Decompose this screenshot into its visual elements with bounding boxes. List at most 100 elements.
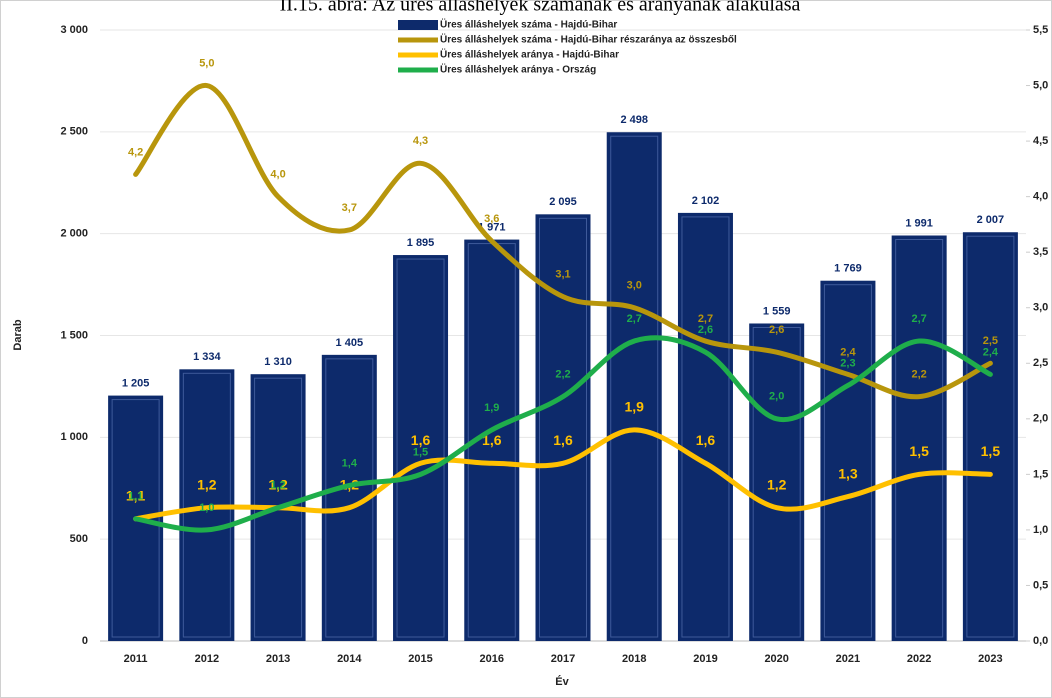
x-tick-label: 2021 xyxy=(836,653,860,665)
y-tick-label: 500 xyxy=(70,533,88,545)
x-tick-label: 2018 xyxy=(622,653,646,665)
y2-tick-label: 5,0 xyxy=(1033,79,1048,91)
bar xyxy=(393,255,449,641)
y-tick-label: 1 500 xyxy=(60,329,88,341)
bar xyxy=(606,132,662,641)
y2-tick-label: 2,0 xyxy=(1033,413,1048,425)
x-tick-label: 2023 xyxy=(978,653,1002,665)
y-tick-label: 0 xyxy=(82,635,88,647)
x-tick-label: 2017 xyxy=(551,653,575,665)
legend-label: Üres álláshelyek száma - Hajdú-Bihar xyxy=(440,18,617,31)
bar-value-label: 1 895 xyxy=(407,237,435,249)
y2-tick-label: 0,0 xyxy=(1033,635,1048,647)
legend-label: Üres álláshelyek aránya - Hajdú-Bihar xyxy=(440,48,619,61)
line-value-label: 2,6 xyxy=(698,324,713,336)
y2-tick-label: 4,5 xyxy=(1033,135,1048,147)
line-value-label: 2,4 xyxy=(983,346,999,358)
y2-tick-label: 0,5 xyxy=(1033,579,1048,591)
line xyxy=(133,83,993,400)
line-value-label: 1,4 xyxy=(342,457,358,469)
y-tick-label: 1 000 xyxy=(60,431,88,443)
legend-swatch xyxy=(398,20,438,30)
y2-tick-label: 5,5 xyxy=(1033,24,1048,36)
line-value-label: 2,0 xyxy=(769,391,784,403)
line-value-label: 3,7 xyxy=(342,202,357,214)
line-value-label: 1,1 xyxy=(128,491,143,503)
bar-value-label: 1 205 xyxy=(122,377,150,389)
y2-tick-label: 2,5 xyxy=(1033,357,1048,369)
x-tick-label: 2022 xyxy=(907,653,931,665)
line-value-label: 1,2 xyxy=(270,480,285,492)
legend-label: Üres álláshelyek száma - Hajdú-Bihar rés… xyxy=(440,33,737,46)
y-axis-label: Darab xyxy=(12,319,24,350)
bar-value-label: 2 102 xyxy=(692,195,720,207)
bar-value-label: 2 095 xyxy=(549,196,577,208)
y2-tick-label: 1,0 xyxy=(1033,524,1048,536)
x-tick-label: 2012 xyxy=(195,653,219,665)
line-value-label: 2,5 xyxy=(983,335,998,347)
bar-value-label: 1 769 xyxy=(834,263,862,275)
y2-tick-label: 1,5 xyxy=(1033,468,1048,480)
bar-inner xyxy=(966,235,1015,638)
line-value-label: 2,6 xyxy=(769,324,784,336)
bar xyxy=(677,212,733,641)
bar-inner xyxy=(752,326,801,638)
line-value-label: 1,5 xyxy=(909,443,929,459)
bar xyxy=(962,232,1018,641)
bar-value-label: 1 310 xyxy=(264,356,292,368)
chart-title: II.15. ábra: Az üres álláshelyek számána… xyxy=(280,0,801,16)
bar-value-label: 1 405 xyxy=(336,337,364,349)
line-value-label: 2,2 xyxy=(555,369,570,381)
bar-inner xyxy=(111,399,160,638)
bar-value-label: 2 007 xyxy=(977,214,1005,226)
x-tick-label: 2016 xyxy=(480,653,504,665)
line-value-label: 3,1 xyxy=(555,269,570,281)
x-tick-label: 2015 xyxy=(408,653,432,665)
y-tick-label: 3 000 xyxy=(60,24,88,36)
y2-tick-label: 3,0 xyxy=(1033,302,1048,314)
line-value-label: 1,9 xyxy=(484,402,499,414)
bar-inner xyxy=(895,238,944,638)
bar xyxy=(820,280,876,641)
x-tick-label: 2014 xyxy=(337,653,362,665)
x-tick-label: 2013 xyxy=(266,653,290,665)
line-value-label: 1,1 xyxy=(126,488,146,504)
line-value-label: 3,6 xyxy=(484,213,499,225)
bar-inner xyxy=(396,258,445,638)
bar-value-label: 2 498 xyxy=(620,114,648,126)
y-tick-label: 2 000 xyxy=(60,228,88,240)
line-value-label: 1,5 xyxy=(413,446,428,458)
line-value-label: 1,6 xyxy=(696,432,716,448)
line-value-label: 2,7 xyxy=(698,313,713,325)
line-value-label: 2,4 xyxy=(840,346,856,358)
line-value-label: 1,6 xyxy=(553,432,573,448)
line-value-label: 1,6 xyxy=(411,432,431,448)
line-value-label: 1,2 xyxy=(767,476,787,492)
bar-value-label: 1 334 xyxy=(193,351,221,363)
bar xyxy=(891,235,947,641)
x-tick-label: 2011 xyxy=(124,653,148,665)
line-value-label: 5,0 xyxy=(199,57,214,69)
bar-inner xyxy=(325,358,374,638)
bar-inner xyxy=(539,217,587,638)
line-value-label: 1,2 xyxy=(268,476,288,492)
line-value-label: 2,7 xyxy=(627,313,642,325)
line-value-label: 1,2 xyxy=(197,476,217,492)
line-value-label: 4,2 xyxy=(128,146,143,158)
bar-inner xyxy=(681,216,730,638)
x-tick-label: 2019 xyxy=(693,653,717,665)
bar-inner xyxy=(610,135,659,638)
line-value-label: 1,3 xyxy=(838,465,858,481)
line-value-label: 3,0 xyxy=(627,280,642,292)
line-value-label: 1,6 xyxy=(482,432,502,448)
line xyxy=(133,335,993,533)
line-value-label: 2,7 xyxy=(912,313,927,325)
line-value-label: 1,0 xyxy=(199,502,214,514)
bar-inner xyxy=(823,284,872,638)
x-axis-label: Év xyxy=(555,675,569,688)
legend-label: Üres álláshelyek aránya - Ország xyxy=(440,63,596,76)
line-value-label: 1,9 xyxy=(624,399,644,415)
y2-tick-label: 4,0 xyxy=(1033,191,1048,203)
line-value-label: 4,3 xyxy=(413,135,428,147)
